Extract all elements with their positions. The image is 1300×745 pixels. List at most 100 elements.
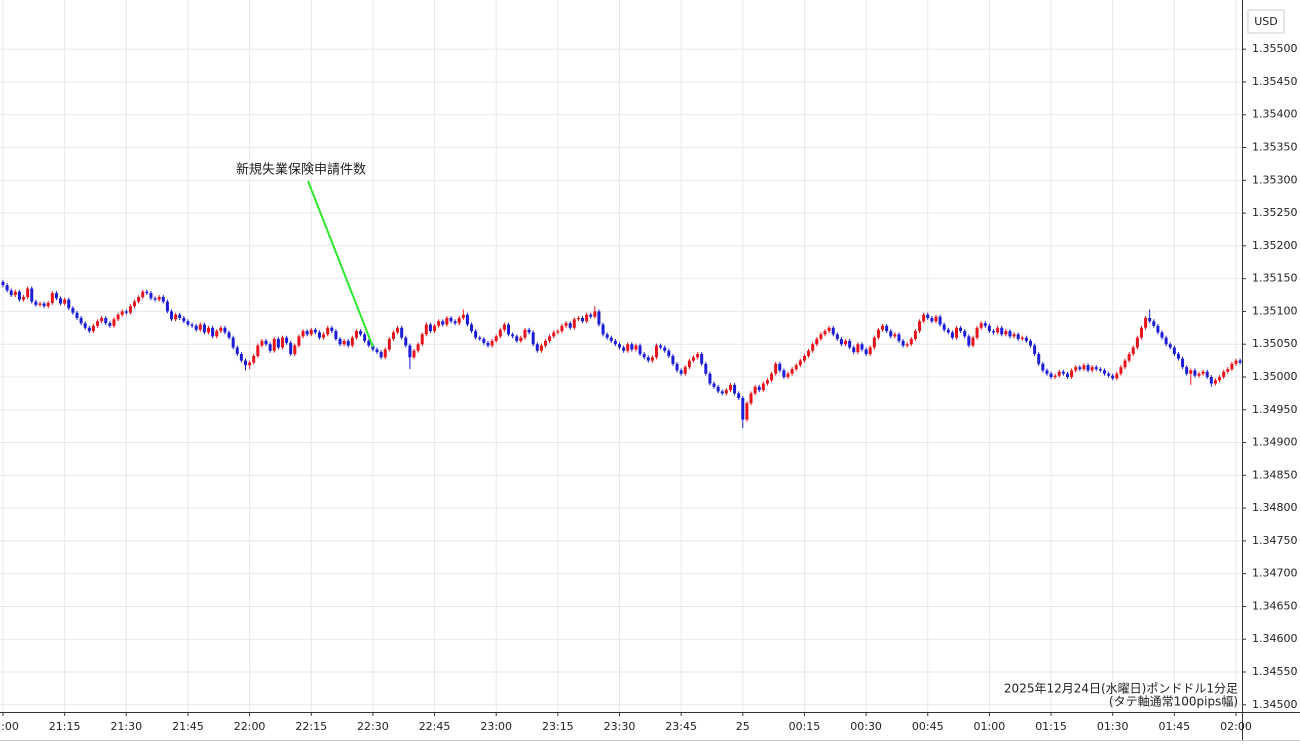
candle-body xyxy=(383,349,387,358)
candle-body xyxy=(1008,331,1012,337)
candle-body xyxy=(507,324,511,335)
candle-body xyxy=(519,337,523,341)
candle-body xyxy=(453,321,457,324)
y-tick-label: 1.35000 xyxy=(1252,370,1298,383)
candle-body xyxy=(568,323,572,328)
candle-body xyxy=(1168,344,1172,348)
candle-body xyxy=(971,337,975,346)
candle-body xyxy=(1020,337,1024,339)
candle-body xyxy=(202,324,206,333)
candle-body xyxy=(128,306,132,313)
note: 2025年12月24日(水曜日)ポンドドル1分足 xyxy=(1004,682,1238,696)
candle-body xyxy=(708,373,712,384)
candle-body xyxy=(260,340,264,346)
candle-body xyxy=(630,344,634,350)
annotation: 新規失業保険申請件数 xyxy=(236,162,366,178)
x-tick-label: 01:45 xyxy=(1158,720,1190,733)
candle-body xyxy=(474,331,478,338)
x-tick-label: 21:30 xyxy=(110,720,142,733)
candle-body xyxy=(1090,367,1094,371)
candle-body xyxy=(934,316,938,322)
candle-body xyxy=(515,336,519,341)
candle-body xyxy=(264,340,268,345)
y-tick-label: 1.35100 xyxy=(1252,304,1298,317)
candle-body xyxy=(585,314,589,322)
candle-body xyxy=(231,337,235,348)
candle-body xyxy=(367,340,371,346)
candle-body xyxy=(268,344,272,351)
x-tick-label: 21:15 xyxy=(49,720,81,733)
grid xyxy=(0,0,1242,712)
candle-body xyxy=(926,314,930,318)
candle-body xyxy=(1127,354,1131,361)
candle-body xyxy=(864,349,868,355)
candle-body xyxy=(280,337,284,348)
candle-body xyxy=(807,350,811,356)
candle-body xyxy=(963,331,967,337)
candle-body xyxy=(1193,370,1197,376)
candle-body xyxy=(9,290,13,296)
candle-body xyxy=(687,360,691,368)
candle-body xyxy=(445,317,449,325)
candle-body xyxy=(1012,334,1016,337)
y-tick-label: 1.34650 xyxy=(1252,599,1298,612)
x-tick-label: 00:15 xyxy=(789,720,821,733)
candle-body xyxy=(437,321,441,326)
candle-body xyxy=(987,325,991,332)
candle-body xyxy=(408,345,412,358)
candle-body xyxy=(1004,331,1008,335)
candle-body xyxy=(350,337,354,346)
candle-body xyxy=(983,323,987,326)
candle-body xyxy=(215,331,219,337)
candle-body xyxy=(1135,337,1139,348)
candle-body xyxy=(1102,370,1106,374)
candle-body xyxy=(901,340,905,346)
candle-body xyxy=(790,369,794,374)
candle-body xyxy=(560,325,564,332)
candle-body xyxy=(371,345,375,350)
candle-body xyxy=(868,347,872,355)
candle-body xyxy=(457,317,461,324)
candle-body xyxy=(494,336,498,341)
candle-body xyxy=(913,331,917,339)
candle-body xyxy=(938,316,942,325)
candle-body xyxy=(63,299,67,304)
candle-body xyxy=(942,324,946,330)
candle-body xyxy=(1156,325,1160,333)
candle-body xyxy=(1144,317,1148,328)
candle-body xyxy=(145,291,149,294)
candle-body xyxy=(1111,375,1115,379)
y-tick-label: 1.34900 xyxy=(1252,436,1298,449)
candle-body xyxy=(502,324,506,330)
candle-body xyxy=(544,340,548,346)
candle-body xyxy=(1086,365,1090,371)
candle-body xyxy=(5,285,9,291)
candle-body xyxy=(523,329,527,338)
candle-body xyxy=(539,345,543,351)
candle-body xyxy=(313,329,317,333)
candle-body xyxy=(716,386,720,392)
candle-body xyxy=(478,337,482,339)
candle-body xyxy=(679,370,683,374)
x-tick-label: 23:30 xyxy=(604,720,636,733)
candle-body xyxy=(930,317,934,322)
candle-body xyxy=(827,327,831,332)
candle-body xyxy=(1119,367,1123,374)
candle-body xyxy=(893,334,897,337)
candle-body xyxy=(1148,317,1152,322)
candle-body xyxy=(774,363,778,374)
candle-body xyxy=(482,338,486,343)
candle-body xyxy=(400,327,404,338)
candle-body xyxy=(844,340,848,345)
candle-body xyxy=(34,301,38,305)
candle-body xyxy=(30,288,34,302)
candle-body xyxy=(1074,367,1078,371)
candle-body xyxy=(1222,371,1226,377)
x-tick-label: 00:45 xyxy=(912,720,944,733)
candle-body xyxy=(724,390,728,394)
candle-body xyxy=(359,331,363,335)
candle-body xyxy=(745,403,749,420)
candle-body xyxy=(823,331,827,335)
candle-body xyxy=(75,312,79,318)
candle-body xyxy=(1131,347,1135,355)
